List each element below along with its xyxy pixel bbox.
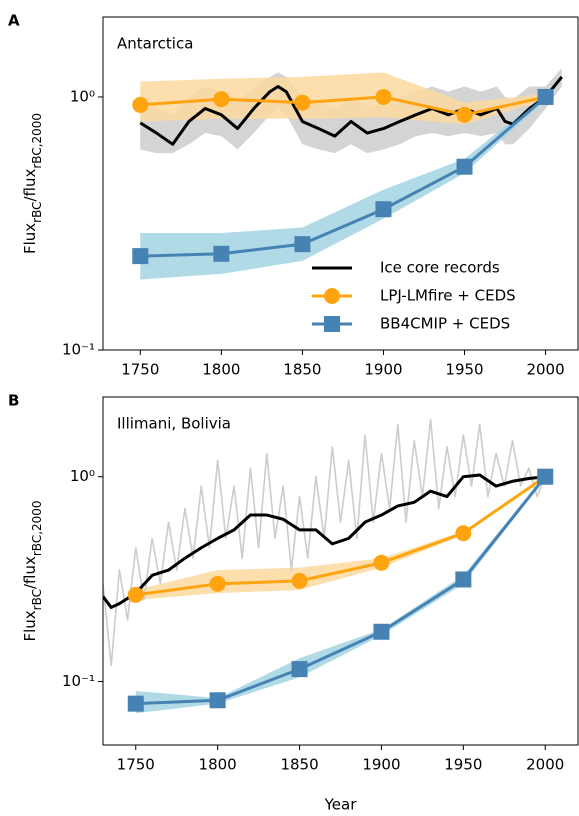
series-line: [139, 75, 563, 146]
y-tick-label: 10⁻¹: [62, 341, 95, 359]
marker: [127, 695, 144, 712]
marker: [132, 96, 149, 113]
marker: [537, 468, 554, 485]
legend-label: BB4CMIP + CEDS: [380, 315, 510, 333]
marker: [127, 586, 144, 603]
series-line: [135, 475, 547, 706]
uncertainty-band: [135, 474, 546, 601]
x-tick-label: 1750: [121, 361, 159, 379]
x-tick-label: 1950: [445, 361, 483, 379]
marker: [375, 88, 392, 105]
y-tick-label: 10⁻¹: [62, 672, 95, 690]
series-line: [103, 473, 546, 609]
y-axis-label-part: rBC,2000: [30, 113, 44, 169]
marker: [373, 623, 390, 640]
x-tick-label: 1750: [117, 756, 155, 774]
series-line: [140, 95, 546, 117]
marker: [213, 245, 230, 262]
x-axis-label: Year: [324, 796, 358, 814]
series-line: [135, 475, 547, 597]
x-tick-label: 2000: [526, 756, 564, 774]
uncertainty-band: [140, 93, 546, 280]
legend-label: LPJ-LMfire + CEDS: [380, 287, 516, 305]
marker: [455, 571, 472, 588]
marker: [456, 158, 473, 175]
legend-marker: [324, 316, 340, 332]
plot-area: [139, 68, 563, 280]
y-axis-label-part: Flux: [21, 610, 39, 641]
marker: [291, 572, 308, 589]
x-tick-label: 1800: [202, 361, 240, 379]
x-tick-label: 2000: [526, 361, 564, 379]
x-tick-label: 1900: [364, 361, 402, 379]
marker: [456, 106, 473, 123]
marker: [291, 661, 308, 678]
marker: [209, 692, 226, 709]
y-tick-label: 10⁰: [70, 467, 95, 485]
y-axis-label-part: /flux: [21, 169, 39, 202]
y-tick-label: 10⁰: [70, 87, 95, 105]
legend-label: Ice core records: [380, 259, 500, 277]
plot-area: [103, 418, 547, 714]
marker: [294, 94, 311, 111]
panel-label: B: [8, 392, 19, 410]
x-tick-label: 1950: [444, 756, 482, 774]
series-line: [140, 95, 547, 258]
y-axis-label-part: rBC,2000: [30, 500, 44, 556]
y-axis-label: FluxrBC/fluxrBC,2000: [21, 113, 44, 254]
marker: [294, 236, 311, 253]
panel-label: A: [8, 12, 20, 30]
x-tick-label: 1900: [362, 756, 400, 774]
x-tick-label: 1800: [199, 756, 237, 774]
y-axis-label-part: Flux: [21, 223, 39, 254]
x-tick-label: 1850: [283, 361, 321, 379]
y-axis-label-part: rBC: [30, 202, 44, 223]
marker: [375, 201, 392, 218]
marker: [373, 554, 390, 571]
marker: [209, 575, 226, 592]
x-tick-label: 1850: [280, 756, 318, 774]
axes-frame: [102, 16, 579, 351]
y-axis-label: FluxrBC/fluxrBC,2000: [21, 500, 44, 641]
panel-title: Antarctica: [117, 35, 193, 53]
marker: [537, 88, 554, 105]
y-axis-label-part: /flux: [21, 556, 39, 589]
series-line: [103, 418, 546, 667]
legend-marker: [324, 288, 340, 304]
marker: [132, 248, 149, 265]
y-axis-label-part: rBC: [30, 589, 44, 610]
marker: [213, 91, 230, 108]
axes-frame: [102, 396, 579, 746]
marker: [455, 525, 472, 542]
panel-title: Illimani, Bolivia: [117, 415, 231, 433]
